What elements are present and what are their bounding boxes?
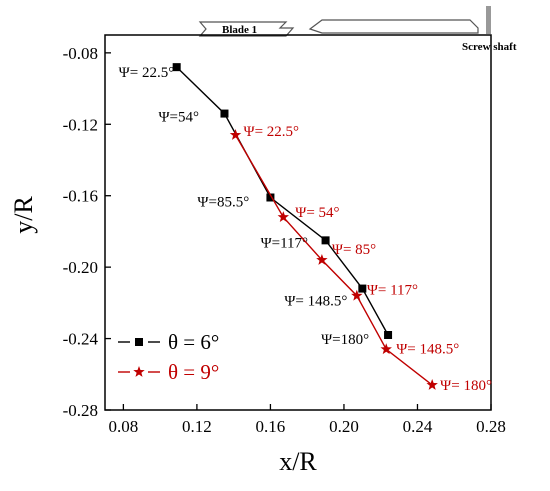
series-1-point-label: Ψ=85.5° — [197, 195, 249, 211]
series-2-point — [316, 254, 328, 265]
x-tick-label: 0.08 — [109, 417, 139, 436]
x-tick-label: 0.28 — [476, 417, 506, 436]
legend-label: θ = 6° — [168, 330, 219, 354]
legend-marker — [133, 366, 145, 377]
legend: θ = 6° θ = 9° — [118, 330, 219, 384]
y-tick-label: -0.12 — [63, 115, 98, 134]
plot-frame — [104, 34, 492, 411]
y-tick-label: -0.28 — [63, 401, 98, 420]
series-1-point — [358, 284, 367, 293]
series-1-point-label: Ψ=180° — [321, 332, 369, 348]
x-tick-label: 0.12 — [182, 417, 212, 436]
series-layer: Ψ= 22.5° Ψ=54° Ψ=85.5° Ψ=117° Ψ= 148.5° Ψ=180… — [119, 63, 492, 394]
legend-label: θ = 9° — [168, 360, 219, 384]
series-2-point-label: Ψ= 180° — [440, 378, 492, 394]
series-2-point — [380, 343, 392, 355]
series-2-point-label: Ψ= 148.5° — [396, 341, 459, 357]
series-1-point-label: Ψ= 22.5° — [119, 65, 175, 81]
y-tick-label: -0.24 — [63, 330, 99, 349]
series-2-point — [229, 129, 242, 140]
x-tick-label: 0.20 — [329, 417, 359, 436]
series-1-point-label: Ψ= 148.5° — [284, 294, 347, 310]
series-2-point — [277, 211, 289, 222]
legend-marker — [135, 338, 143, 346]
screw-shaft-schematic: Screw shaft — [308, 6, 517, 53]
shaft-shape — [308, 19, 479, 34]
series-2-point — [351, 289, 363, 301]
shaft-flange — [486, 6, 491, 34]
series-2-point-label: Ψ= 85° — [332, 242, 376, 258]
series-1-point — [384, 331, 393, 339]
series-1-point — [172, 63, 181, 72]
series-2-point — [426, 379, 438, 390]
shaft-label: Screw shaft — [462, 41, 517, 53]
series-2-point-label: Ψ= 22.5° — [244, 124, 300, 140]
series-1-line — [176, 66, 389, 336]
blade-schematic: Blade 1 — [198, 21, 295, 37]
series-2-point-label: Ψ= 117° — [367, 283, 418, 299]
series-2: Ψ= 22.5° Ψ= 54° Ψ= 85° Ψ= 117° Ψ= 148.5° Ψ= 1… — [229, 124, 492, 394]
series-2-line — [234, 134, 433, 386]
series-1-point-label: Ψ=54° — [158, 110, 199, 126]
blade-shape — [198, 21, 295, 37]
series-1-point — [321, 236, 330, 245]
x-axis-title: x/R — [279, 447, 317, 476]
blade-label: Blade 1 — [222, 24, 257, 36]
series-1-point-label: Ψ=117° — [261, 235, 308, 251]
x-tick-label: 0.16 — [256, 417, 286, 436]
series-2-point-label: Ψ= 54° — [295, 205, 339, 221]
y-tick-label: -0.08 — [63, 44, 98, 63]
y-tick-label: -0.16 — [63, 187, 98, 206]
y-axis-title: y/R — [9, 196, 38, 234]
series-1: Ψ= 22.5° Ψ=54° Ψ=85.5° Ψ=117° Ψ= 148.5° Ψ=180… — [119, 63, 393, 348]
y-tick-label: -0.20 — [63, 258, 98, 277]
x-axis-ticks: 0.08 0.12 0.16 0.20 0.24 0.28 — [109, 404, 506, 436]
y-axis-ticks: -0.08 -0.12 -0.16 -0.20 -0.24 -0.28 — [63, 44, 111, 420]
series-1-point — [220, 109, 229, 118]
series-1-point — [266, 193, 275, 202]
x-tick-label: 0.24 — [403, 417, 433, 436]
